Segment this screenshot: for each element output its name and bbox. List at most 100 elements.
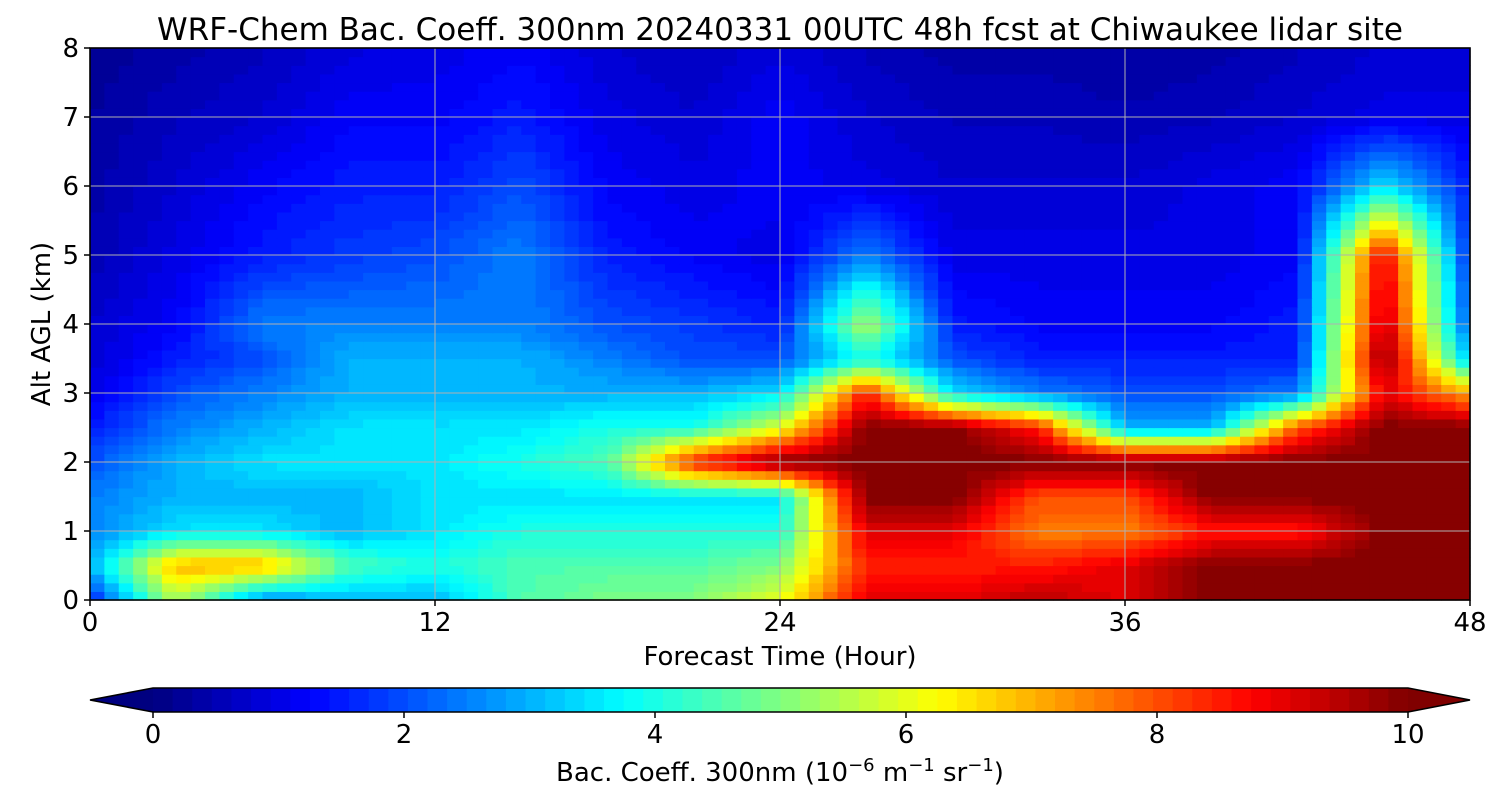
- heatmap-cell: [650, 574, 666, 584]
- heatmap-cell: [276, 263, 292, 273]
- heatmap-cell: [895, 522, 910, 532]
- heatmap-cell: [1254, 246, 1270, 256]
- heatmap-cell: [1110, 358, 1126, 368]
- heatmap-cell: [966, 565, 982, 575]
- heatmap-cell: [463, 513, 479, 523]
- heatmap-cell: [765, 263, 781, 273]
- heatmap-cell: [248, 531, 264, 541]
- heatmap-cell: [1455, 255, 1471, 265]
- heatmap-cell: [693, 229, 709, 239]
- heatmap-cell: [1067, 462, 1083, 472]
- heatmap-cell: [1081, 574, 1097, 584]
- heatmap-cell: [995, 367, 1011, 377]
- heatmap-cell: [305, 479, 321, 489]
- heatmap-cell: [90, 280, 105, 291]
- heatmap-cell: [564, 393, 580, 403]
- heatmap-cell: [851, 427, 867, 437]
- heatmap-cell: [550, 531, 565, 541]
- heatmap-cell: [420, 306, 436, 316]
- heatmap-cell: [420, 375, 436, 385]
- heatmap-cell: [190, 289, 206, 299]
- heatmap-cell: [420, 246, 436, 256]
- heatmap-cell: [219, 418, 235, 429]
- heatmap-cell: [665, 341, 680, 351]
- heatmap-cell: [1125, 332, 1140, 342]
- heatmap-cell: [391, 479, 407, 489]
- heatmap-cell: [334, 220, 350, 230]
- heatmap-cell: [823, 272, 839, 282]
- heatmap-cell: [693, 298, 709, 308]
- heatmap-cell: [966, 255, 982, 265]
- heatmap-cell: [1369, 263, 1385, 273]
- heatmap-cell: [334, 393, 350, 403]
- heatmap-cell: [291, 211, 307, 222]
- heatmap-cell: [607, 574, 623, 584]
- heatmap-cell: [1441, 513, 1457, 523]
- heatmap-cell: [693, 237, 709, 247]
- heatmap-cell: [1426, 548, 1442, 558]
- heatmap-cell: [823, 384, 839, 394]
- heatmap-cell: [449, 220, 465, 230]
- heatmap-cell: [593, 341, 609, 351]
- heatmap-cell: [1340, 229, 1356, 239]
- heatmap-cell: [823, 453, 839, 463]
- heatmap-cell: [521, 203, 537, 213]
- heatmap-cell: [578, 470, 594, 480]
- heatmap-cell: [449, 444, 465, 454]
- heatmap-cell: [1398, 591, 1414, 601]
- heatmap-cell: [550, 565, 565, 575]
- heatmap-cell: [938, 582, 954, 592]
- heatmap-cell: [880, 436, 896, 446]
- heatmap-cell: [348, 531, 364, 541]
- heatmap-cell: [320, 358, 335, 368]
- plot-area: [89, 47, 1471, 601]
- heatmap-cell: [1398, 393, 1414, 403]
- heatmap-cell: [1355, 496, 1370, 506]
- heatmap-cell: [1398, 436, 1414, 446]
- heatmap-cell: [1139, 324, 1155, 334]
- heatmap-cell: [923, 487, 939, 498]
- heatmap-cell: [190, 444, 206, 454]
- heatmap-cell: [708, 513, 724, 523]
- heatmap-cell: [521, 220, 537, 230]
- heatmap-cell: [1168, 194, 1184, 204]
- heatmap-cell: [1038, 513, 1054, 523]
- heatmap-cell: [851, 393, 867, 403]
- heatmap-cell: [1196, 565, 1212, 575]
- heatmap-cell: [205, 220, 220, 230]
- heatmap-cell: [722, 410, 738, 420]
- heatmap-cell: [708, 358, 724, 368]
- heatmap-cell: [1096, 487, 1112, 498]
- heatmap-cell: [995, 177, 1011, 187]
- heatmap-cell: [161, 237, 177, 247]
- heatmap-cell: [780, 194, 795, 204]
- heatmap-cell: [679, 496, 695, 506]
- heatmap-cell: [966, 522, 982, 532]
- heatmap-cell: [751, 487, 767, 498]
- heatmap-cell: [363, 470, 379, 480]
- heatmap-cell: [722, 522, 738, 532]
- heatmap-cell: [1283, 263, 1299, 273]
- heatmap-cell: [348, 496, 364, 506]
- heatmap-cell: [334, 341, 350, 351]
- heatmap-cell: [909, 237, 925, 247]
- heatmap-cell: [780, 349, 795, 360]
- heatmap-cell: [880, 453, 896, 463]
- heatmap-cell: [118, 332, 134, 342]
- heatmap-cell: [420, 436, 436, 446]
- heatmap-cell: [291, 280, 307, 291]
- heatmap-cell: [909, 306, 925, 316]
- heatmap-cell: [895, 203, 910, 213]
- heatmap-cell: [435, 341, 450, 351]
- heatmap-cell: [363, 341, 379, 351]
- heatmap-cell: [1110, 496, 1126, 506]
- heatmap-cell: [463, 427, 479, 437]
- heatmap-cell: [1455, 565, 1471, 575]
- heatmap-cell: [1426, 393, 1442, 403]
- heatmap-cell: [161, 496, 177, 506]
- heatmap-cell: [406, 229, 422, 239]
- heatmap-cell: [1283, 289, 1299, 299]
- heatmap-cell: [262, 177, 278, 187]
- heatmap-cell: [1038, 263, 1054, 273]
- heatmap-cell: [161, 487, 177, 498]
